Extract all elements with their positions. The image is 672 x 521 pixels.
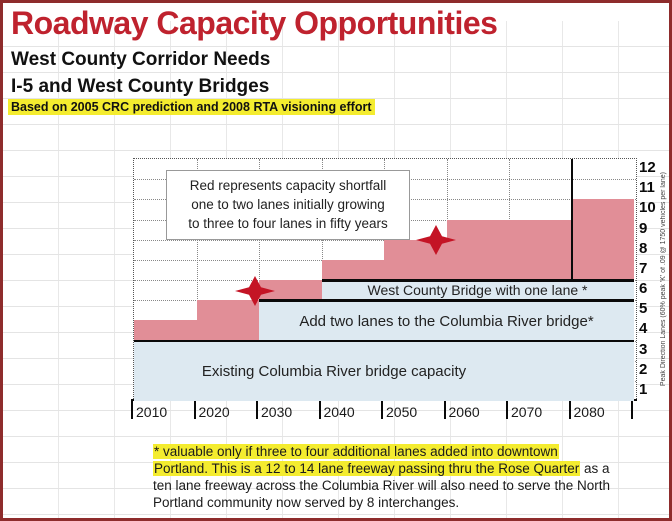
x-axis-tick (506, 400, 508, 419)
footnote-line-1-highlight: * valuable only if three to four additio… (153, 444, 559, 459)
capacity-area-segment (134, 340, 197, 401)
capacity-area-segment (321, 280, 384, 301)
note-line-1: Red represents capacity shortfall (189, 178, 387, 193)
capacity-band-top-border (321, 279, 634, 282)
step-star-icon (415, 225, 456, 260)
y-axis-label: 5 (639, 300, 648, 318)
x-axis-tick (131, 400, 133, 419)
capacity-area-segment (321, 340, 384, 401)
capacity-area-segment (446, 280, 509, 301)
y-axis-label: 8 (639, 239, 648, 257)
y-axis-label: 7 (639, 259, 648, 277)
shortfall-area-segment (571, 199, 634, 280)
shortfall-area-segment (134, 320, 197, 341)
reference-line-2080 (570, 159, 573, 280)
x-axis-tick (318, 400, 321, 419)
x-axis-tick (443, 400, 446, 419)
y-axis-label: 11 (639, 179, 655, 197)
capacity-band-top-border (134, 339, 634, 342)
capacity-area-segment (571, 300, 634, 341)
capacity-area-segment (196, 340, 259, 401)
capacity-area-segment (571, 340, 634, 401)
y-axis-label: 1 (639, 380, 648, 398)
page-title: Roadway Capacity Opportunities (11, 5, 498, 41)
footnote-line-1: * valuable only if three to four additio… (153, 443, 610, 460)
y-axis-title-text: Peak Direction Lanes (60% peak 'K' of .0… (659, 171, 667, 387)
shortfall-area-segment (196, 300, 259, 341)
band-label-existing-capacity: Existing Columbia River bridge capacity (201, 362, 467, 380)
capacity-area-segment (321, 300, 384, 341)
basis-note-highlighted: Based on 2005 CRC prediction and 2008 RT… (8, 99, 375, 115)
note-line-2: one to two lanes initially growing (191, 197, 385, 212)
x-axis-tick (381, 400, 383, 419)
capacity-area-segment (571, 280, 634, 301)
x-axis-tick (256, 400, 258, 419)
shortfall-area-segment (509, 219, 572, 280)
shortfall-area-segment (259, 280, 322, 301)
y-axis-label: 10 (639, 199, 656, 217)
capacity-area-segment (446, 300, 509, 341)
capacity-area-segment (384, 340, 447, 401)
y-axis-label: 12 (639, 159, 656, 177)
footnote-line-2-highlight: Portland. This is a 12 to 14 lane freewa… (153, 461, 581, 476)
capacity-area-segment (509, 280, 572, 301)
capacity-area-segment (509, 340, 572, 401)
band-label-add-two-lanes: Add two lanes to the Columbia River brid… (299, 312, 594, 330)
x-axis-label: 2060 (448, 404, 480, 420)
footnote: * valuable only if three to four additio… (153, 443, 610, 511)
y-axis-label: 9 (639, 219, 648, 237)
footnote-line-2: Portland. This is a 12 to 14 lane freewa… (153, 460, 610, 477)
capacity-area-segment (259, 340, 322, 401)
x-axis-label: 2010 (136, 404, 168, 420)
subtitle-corridor-needs: West County Corridor Needs (11, 49, 271, 70)
x-axis-label: 2040 (323, 404, 355, 420)
step-star-icon (234, 276, 275, 311)
subtitle-bridges: I-5 and West County Bridges (11, 76, 270, 97)
capacity-area-segment (384, 300, 447, 341)
x-axis-tick (568, 400, 571, 419)
footnote-line-3: ten lane freeway across the Columbia Riv… (153, 478, 610, 493)
capacity-band-top-border (259, 299, 634, 302)
band-label-west-county-bridge: West County Bridge with one lane * (367, 282, 588, 298)
capacity-area-segment (446, 340, 509, 401)
shortfall-area-segment (446, 219, 509, 280)
shortfall-note-box: Red represents capacity shortfall one to… (166, 170, 410, 240)
x-axis-tick (193, 400, 196, 419)
y-axis-label: 2 (639, 360, 648, 378)
shortfall-area-segment (321, 259, 384, 280)
footnote-line-4: Portland community now served by 8 inter… (153, 495, 460, 510)
y-axis-label: 4 (639, 320, 648, 338)
x-axis-label: 2020 (198, 404, 230, 420)
decade-gridline (196, 159, 198, 401)
x-axis-label: 2080 (573, 404, 605, 420)
x-axis-tick (631, 400, 633, 419)
capacity-area-segment (509, 300, 572, 341)
note-line-3: to three to four lanes in fifty years (188, 216, 388, 231)
x-axis-label: 2070 (511, 404, 543, 420)
y-axis-label: 6 (639, 280, 648, 298)
y-axis-title: Peak Direction Lanes (60% peak 'K' of .0… (656, 158, 669, 400)
x-axis-label: 2050 (386, 404, 418, 420)
capacity-area-segment (259, 300, 322, 341)
x-axis-label: 2030 (261, 404, 293, 420)
y-axis-label: 3 (639, 340, 648, 358)
capacity-area-segment (384, 280, 447, 301)
footnote-line-2-rest: as a (580, 461, 610, 476)
